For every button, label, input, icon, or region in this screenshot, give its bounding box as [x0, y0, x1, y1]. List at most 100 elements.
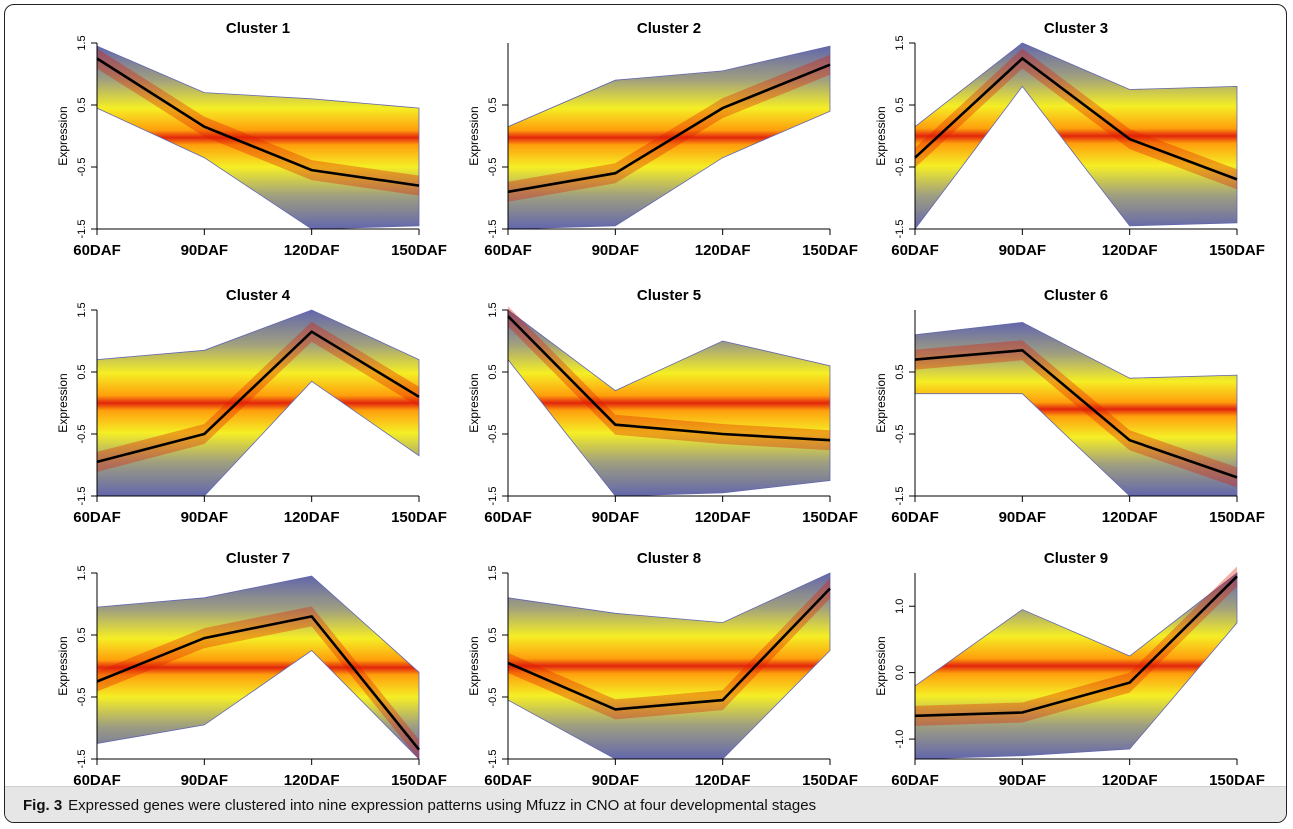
- y-tick-label: 0.5: [76, 97, 88, 112]
- cluster-panel-4: 1.5 0.5 -0.5 -1.5 60DAF 90DAF 120DAF 150DAF Expr…: [56, 287, 447, 526]
- x-tick-label: 150DAF: [802, 509, 858, 526]
- x-tick-label: 90DAF: [999, 772, 1047, 786]
- y-tick-label: 0.5: [487, 627, 499, 642]
- y-axis-label: Expression: [467, 636, 481, 695]
- membership-band: [96, 45, 420, 230]
- x-tick-label: 150DAF: [802, 772, 858, 786]
- cluster-panel-1: 1.5 0.5 -0.5 -1.5 60DAF 90DAF 120DAF 150DAF Expr…: [56, 20, 447, 259]
- y-tick-label: -0.5: [894, 425, 906, 444]
- x-tick-label: 90DAF: [999, 509, 1047, 526]
- x-tick-label: 90DAF: [181, 772, 229, 786]
- y-tick-label: -0.5: [76, 688, 88, 707]
- x-tick-label: 150DAF: [802, 242, 858, 259]
- x-tick-label: 150DAF: [1209, 509, 1265, 526]
- x-tick-label: 120DAF: [1102, 509, 1158, 526]
- x-tick-label: 90DAF: [592, 509, 640, 526]
- centroid-line: [914, 56, 1238, 181]
- caption-text-line: Fig. 3 Expressed genes were clustered int…: [23, 797, 816, 814]
- y-axis-label: Expression: [874, 373, 888, 432]
- y-tick-label: -1.5: [76, 220, 88, 239]
- x-tick-label: 60DAF: [484, 772, 532, 786]
- cluster-title: Cluster 3: [1044, 20, 1108, 37]
- x-tick-label: 60DAF: [484, 242, 532, 259]
- cluster-title: Cluster 5: [637, 287, 701, 304]
- y-tick-label: -1.5: [894, 220, 906, 239]
- membership-band: [96, 309, 420, 497]
- membership-core: [915, 566, 1237, 726]
- x-tick-label: 60DAF: [891, 242, 939, 259]
- y-tick-label: 0.5: [894, 97, 906, 112]
- membership-core: [97, 606, 419, 760]
- centroid-line: [914, 575, 1238, 718]
- cluster-title: Cluster 1: [226, 20, 290, 37]
- centroid-line: [914, 348, 1238, 479]
- x-tick-label: 90DAF: [592, 772, 640, 786]
- y-tick-label: 0.5: [76, 364, 88, 379]
- x-tick-label: 60DAF: [891, 772, 939, 786]
- y-tick-label: -1.0: [894, 730, 906, 749]
- y-tick-label: 1.5: [76, 565, 88, 580]
- y-tick-label: 1.5: [487, 565, 499, 580]
- cluster-title: Cluster 8: [637, 550, 701, 567]
- y-axis-label: Expression: [874, 636, 888, 695]
- membership-core: [97, 321, 419, 472]
- x-tick-label: 120DAF: [695, 509, 751, 526]
- cluster-title: Cluster 6: [1044, 287, 1108, 304]
- x-tick-label: 150DAF: [391, 772, 447, 786]
- cluster-panel-3: 1.5 0.5 -0.5 -1.5 60DAF 90DAF 120DAF 150DAF Expr…: [874, 20, 1265, 259]
- x-tick-label: 90DAF: [181, 509, 229, 526]
- y-tick-label: -0.5: [487, 688, 499, 707]
- membership-band: [507, 309, 831, 497]
- x-tick-label: 90DAF: [181, 242, 229, 259]
- y-axis-label: Expression: [56, 373, 70, 432]
- x-tick-label: 60DAF: [73, 772, 121, 786]
- y-tick-label: 1.5: [76, 302, 88, 317]
- membership-core: [508, 306, 830, 451]
- cluster-title: Cluster 9: [1044, 550, 1108, 567]
- centroid-line: [96, 57, 420, 187]
- y-tick-label: -1.5: [487, 487, 499, 506]
- cluster-panel-5: 1.5 0.5 -0.5 -1.5 60DAF 90DAF 120DAF 150DAF Expr…: [467, 287, 858, 526]
- centroid-line: [96, 614, 421, 751]
- cluster-panel-9: 1.0 0.0 -1.0 60DAF 90DAF 120DAF 150DAF Expressi…: [874, 550, 1265, 786]
- y-axis-label: Expression: [56, 636, 70, 695]
- figure-caption: Fig. 3 Expressed genes were clustered int…: [5, 786, 1286, 822]
- membership-band: [914, 572, 1238, 760]
- x-tick-label: 90DAF: [592, 242, 640, 259]
- y-tick-label: 1.5: [76, 35, 88, 50]
- y-tick-label: 1.0: [894, 599, 906, 614]
- cluster-title: Cluster 4: [226, 287, 291, 304]
- cluster-panel-6: 0.5 -0.5 -1.5 60DAF 90DAF 120DAF 150DAF Express…: [874, 287, 1265, 526]
- membership-band: [507, 45, 831, 230]
- x-tick-label: 120DAF: [284, 509, 340, 526]
- cluster-panel-8: 1.5 0.5 -0.5 -1.5 60DAF 90DAF 120DAF 150DAF Expr…: [467, 550, 858, 786]
- figure-frame: 1.5 0.5 -0.5 -1.5 60DAF 90DAF 120DAF 150DAF Expr…: [4, 4, 1287, 823]
- y-tick-label: 0.5: [894, 364, 906, 379]
- centroid-line: [507, 587, 831, 711]
- centroid-line: [96, 330, 420, 464]
- membership-band: [914, 42, 1238, 231]
- x-tick-label: 120DAF: [284, 242, 340, 259]
- y-tick-label: -1.5: [76, 750, 88, 769]
- y-axis-label: Expression: [56, 106, 70, 165]
- caption-label: Fig. 3: [23, 797, 63, 814]
- x-tick-label: 120DAF: [695, 242, 751, 259]
- x-tick-label: 150DAF: [391, 509, 447, 526]
- y-tick-label: -0.5: [76, 425, 88, 444]
- y-tick-label: -1.5: [894, 487, 906, 506]
- centroid-line: [507, 315, 831, 442]
- x-tick-label: 120DAF: [284, 772, 340, 786]
- y-tick-label: 0.5: [76, 627, 88, 642]
- x-tick-label: 120DAF: [1102, 242, 1158, 259]
- y-tick-label: -0.5: [487, 425, 499, 444]
- y-tick-label: -1.5: [487, 220, 499, 239]
- y-tick-label: 0.0: [894, 665, 906, 680]
- y-axis-label: Expression: [467, 106, 481, 165]
- centroid-line: [507, 63, 831, 194]
- x-tick-label: 90DAF: [999, 242, 1047, 259]
- y-axis-label: Expression: [874, 106, 888, 165]
- y-tick-label: -0.5: [894, 158, 906, 177]
- membership-band: [507, 572, 831, 760]
- cluster-title: Cluster 2: [637, 20, 701, 37]
- cluster-panel-7: 1.5 0.5 -0.5 -1.5 60DAF 90DAF 120DAF 150DAF Expr…: [56, 550, 447, 786]
